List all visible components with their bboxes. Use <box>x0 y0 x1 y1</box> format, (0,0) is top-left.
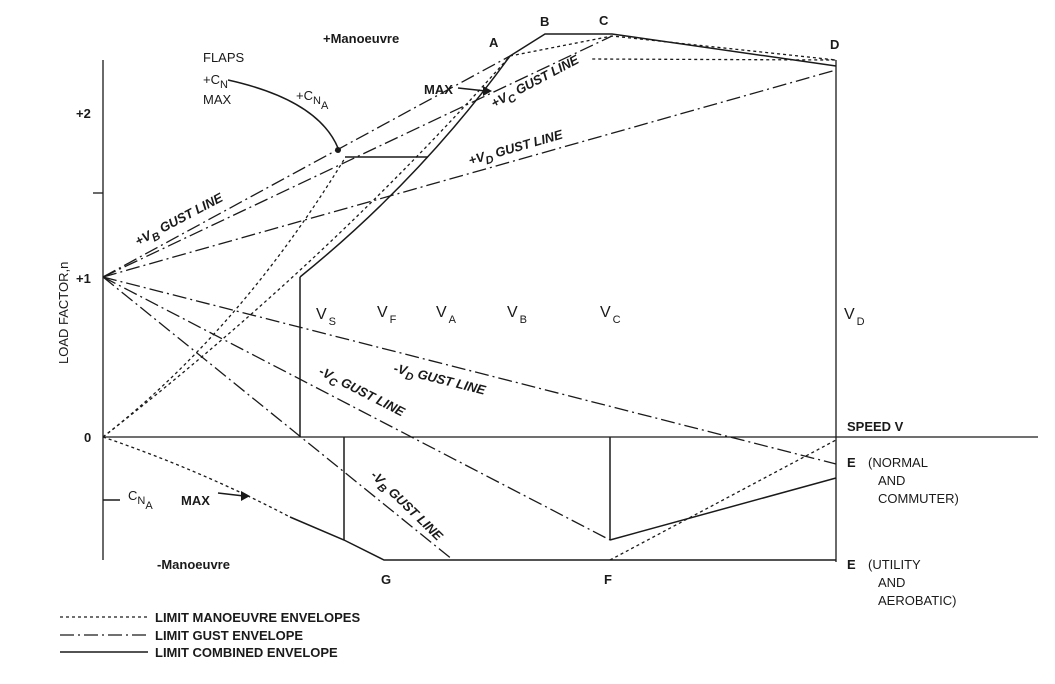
gust-line-vc-pos <box>102 35 613 278</box>
point-c-label: C <box>599 13 609 28</box>
combined-neg-left <box>289 516 836 561</box>
legend-label-gust: LIMIT GUST ENVELOPE <box>155 628 303 643</box>
e-normal-desc-3: COMMUTER) <box>878 491 959 506</box>
flaps-label-3: MAX <box>203 92 232 107</box>
point-e-utility-label: E <box>847 557 856 572</box>
svg-text:VB: VB <box>507 304 527 326</box>
combined-top <box>509 33 837 67</box>
legend-label-manoeuvre: LIMIT MANOEUVRE ENVELOPES <box>155 610 360 625</box>
svg-text:VF: VF <box>377 304 397 326</box>
legend-label-combined: LIMIT COMBINED ENVELOPE <box>155 645 338 660</box>
point-g-label: G <box>381 572 391 587</box>
manoeuvre-neg-stall-curve <box>102 436 291 518</box>
cna-neg-label: CNA <box>128 488 153 512</box>
cna-pos-label: +CNA <box>296 88 329 112</box>
point-d-label: D <box>830 37 839 52</box>
point-a-label: A <box>489 35 499 50</box>
manoeuvre-stall-curve-flaps <box>102 157 346 438</box>
svg-text:VD: VD <box>844 306 865 328</box>
gust-line-vd-neg <box>102 276 837 465</box>
e-utility-desc-2: AND <box>878 575 905 590</box>
combined-upper-curve <box>299 55 511 278</box>
legend: LIMIT MANOEUVRE ENVELOPES LIMIT GUST ENV… <box>60 610 360 660</box>
max-pos-arrow <box>457 86 492 96</box>
max-pos-label: MAX <box>424 82 453 97</box>
y-tick-1: +1 <box>76 271 91 286</box>
svg-text:VC: VC <box>600 304 621 326</box>
gust-label-vd-neg: -VD GUST LINE <box>391 360 487 401</box>
gust-label-vb-pos: +VB GUST LINE <box>132 190 227 253</box>
gust-label-vc-pos: +VC GUST LINE <box>488 52 583 115</box>
flaps-label-2: +CN <box>203 72 228 91</box>
manoeuvre-top-dashed <box>509 35 837 61</box>
svg-text:VS: VS <box>316 306 336 328</box>
flaps-cn-max-point <box>335 147 341 153</box>
gust-label-vd-pos: +VD GUST LINE <box>467 127 566 172</box>
max-neg-arrow <box>217 491 250 501</box>
svg-text:VA: VA <box>436 304 457 326</box>
positive-manoeuvre-label: +Manoeuvre <box>323 31 399 46</box>
gust-line-vb-pos <box>102 55 511 278</box>
point-e-normal-label: E <box>847 455 856 470</box>
max-neg-label: MAX <box>181 493 210 508</box>
gust-line-vd-pos <box>102 69 837 278</box>
y-tick-0: 0 <box>84 430 91 445</box>
e-utility-desc-3: AEROBATIC) <box>878 593 957 608</box>
gust-label-vb-neg: -VB GUST LINE <box>365 467 446 546</box>
e-utility-desc-1: (UTILITY <box>868 557 921 572</box>
e-normal-desc-2: AND <box>878 473 905 488</box>
y-tick-2: +2 <box>76 106 91 121</box>
flaps-cn-max-arc <box>227 79 339 149</box>
y-axis-label: LOAD FACTOR,n <box>56 262 71 364</box>
combined-neg-right <box>609 477 837 541</box>
point-b-label: B <box>540 14 549 29</box>
e-normal-desc-1: (NORMAL <box>868 455 928 470</box>
x-axis-label: SPEED V <box>847 419 904 434</box>
flaps-label-1: FLAPS <box>203 50 245 65</box>
manoeuvre-e-to-f <box>609 439 837 561</box>
gust-line-vc-neg <box>102 276 611 541</box>
manoeuvre-stall-curve-clean <box>102 55 511 438</box>
point-f-label: F <box>604 572 612 587</box>
negative-manoeuvre-label: -Manoeuvre <box>157 557 230 572</box>
gust-line-vb-neg <box>102 276 454 561</box>
